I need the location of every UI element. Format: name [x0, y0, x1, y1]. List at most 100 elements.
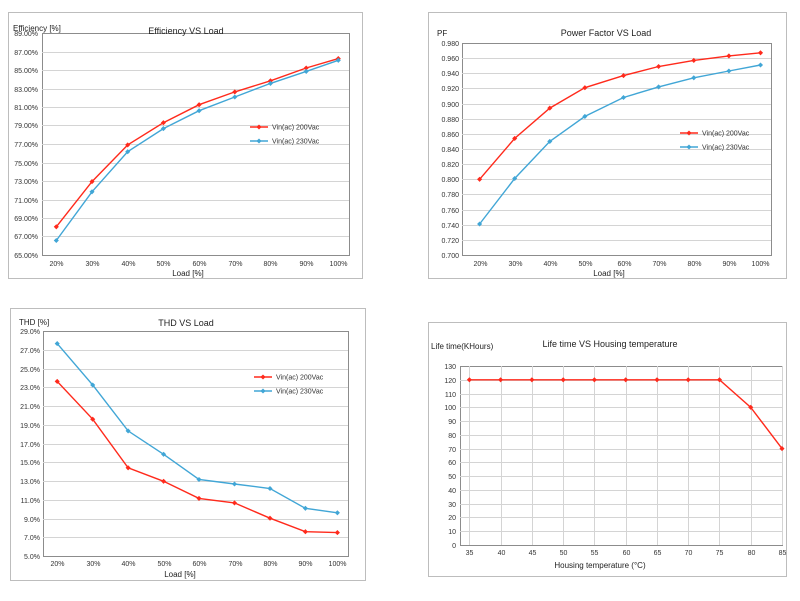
chart-title: THD VS Load — [158, 318, 214, 328]
chart-title: Power Factor VS Load — [561, 28, 652, 38]
x-tick-label: 50 — [560, 550, 568, 557]
y-tick-label: 83.00% — [14, 87, 38, 94]
data-point — [160, 126, 166, 132]
legend-marker — [260, 388, 266, 394]
x-tick-label: 70 — [685, 550, 693, 557]
y-tick-label: 0.920 — [441, 86, 459, 93]
x-tick-label: 30% — [85, 261, 99, 268]
data-point — [685, 377, 691, 383]
x-tick-label: 45 — [529, 550, 537, 557]
x-tick-label: 80% — [687, 261, 701, 268]
y-tick-label: 87.00% — [14, 50, 38, 57]
y-tick-label: 9.0% — [24, 517, 40, 524]
x-tick-label: 35 — [466, 550, 474, 557]
y-tick-label: 90 — [448, 419, 456, 426]
y-tick-label: 7.0% — [24, 535, 40, 542]
legend-label: Vin(ac) 230Vac — [702, 145, 750, 152]
x-tick-label: 40% — [121, 561, 135, 568]
y-axis-label: Efficiency [%] — [13, 24, 61, 33]
x-tick-label: 100% — [329, 561, 347, 568]
y-tick-label: 13.0% — [20, 479, 40, 486]
x-tick-label: 50% — [578, 261, 592, 268]
chart-title: Life time VS Housing temperature — [542, 339, 677, 349]
x-tick-label: 75 — [716, 550, 724, 557]
y-tick-label: 0.860 — [441, 132, 459, 139]
y-tick-label: 0.980 — [441, 41, 459, 48]
chart-title: Efficiency VS Load — [148, 26, 223, 36]
y-tick-label: 21.0% — [20, 404, 40, 411]
legend-label: Vin(ac) 230Vac — [276, 389, 324, 396]
y-tick-label: 50 — [448, 474, 456, 481]
data-point — [196, 495, 202, 501]
data-point — [160, 120, 166, 126]
y-tick-label: 11.0% — [21, 498, 40, 505]
x-tick-label: 80 — [748, 550, 756, 557]
y-tick-label: 30 — [448, 502, 456, 509]
x-tick-label: 50% — [156, 261, 170, 268]
data-point — [267, 485, 273, 492]
y-tick-label: 20 — [448, 515, 456, 522]
x-tick-label: 60% — [617, 261, 631, 268]
x-tick-label: 100% — [752, 261, 770, 268]
x-tick-label: 90% — [298, 561, 312, 568]
x-tick-label: 30% — [508, 261, 522, 268]
x-tick-label: 70% — [228, 561, 242, 568]
y-tick-label: 5.0% — [24, 554, 40, 561]
legend-label: Vin(ac) 200Vac — [272, 125, 320, 132]
y-tick-label: 10 — [448, 529, 456, 536]
x-tick-label: 90% — [299, 261, 313, 268]
y-axis-label: PF — [437, 29, 447, 38]
y-tick-label: 0.820 — [441, 162, 459, 169]
y-tick-label: 70 — [448, 447, 456, 454]
y-tick-label: 27.0% — [20, 348, 40, 355]
y-tick-label: 0.900 — [441, 102, 459, 109]
x-tick-label: 60 — [623, 550, 631, 557]
y-tick-label: 0.840 — [441, 147, 459, 154]
y-tick-label: 0.780 — [441, 192, 459, 199]
y-tick-label: 23.0% — [20, 385, 40, 392]
x-tick-label: 20% — [473, 261, 487, 268]
y-tick-label: 71.00% — [14, 198, 38, 205]
y-tick-label: 67.00% — [14, 234, 38, 241]
y-tick-label: 60 — [448, 460, 456, 467]
x-tick-label: 20% — [50, 561, 64, 568]
data-point — [512, 135, 518, 141]
x-tick-label: 40 — [498, 550, 506, 557]
y-tick-label: 17.0% — [20, 442, 40, 449]
x-tick-label: 100% — [330, 261, 348, 268]
y-tick-label: 69.00% — [14, 216, 38, 223]
chart-1: 65.00% 67.00% 69.00% 71.00% 73.00% 75.00% 77.0… — [8, 12, 363, 279]
chart-4: 0 10 20 30 40 50 60 70 80 90 100 110 120 130 35 40 45 50 5… — [428, 322, 787, 577]
legend-marker — [256, 138, 262, 144]
data-point — [547, 138, 553, 144]
y-axis-label: THD [%] — [19, 318, 49, 327]
y-tick-label: 73.00% — [14, 179, 38, 186]
y-tick-label: 79.00% — [14, 123, 38, 130]
x-tick-label: 30% — [86, 561, 100, 568]
data-point — [748, 404, 754, 410]
y-tick-label: 0.800 — [441, 177, 459, 184]
y-tick-label: 0.740 — [441, 223, 459, 230]
x-axis-label: Housing temperature (°C) — [554, 561, 646, 570]
x-axis-label: Load [%] — [593, 269, 625, 278]
x-tick-label: 60% — [192, 561, 206, 568]
data-point — [89, 179, 95, 185]
data-point — [623, 377, 629, 383]
data-point — [654, 377, 660, 383]
legend-label: Vin(ac) 200Vac — [702, 131, 750, 138]
y-tick-label: 0.940 — [441, 71, 459, 78]
y-tick-label: 75.00% — [14, 161, 38, 168]
data-point — [196, 476, 202, 483]
data-point — [560, 377, 566, 383]
y-tick-label: 0.720 — [441, 238, 459, 245]
y-tick-label: 0.700 — [441, 253, 459, 260]
x-tick-label: 40% — [543, 261, 557, 268]
x-tick-label: 80% — [263, 561, 277, 568]
y-tick-label: 19.0% — [20, 423, 40, 430]
data-point — [716, 377, 723, 383]
plot-area — [460, 366, 783, 546]
data-point — [90, 382, 96, 388]
data-point — [231, 500, 238, 506]
data-point — [125, 142, 131, 148]
